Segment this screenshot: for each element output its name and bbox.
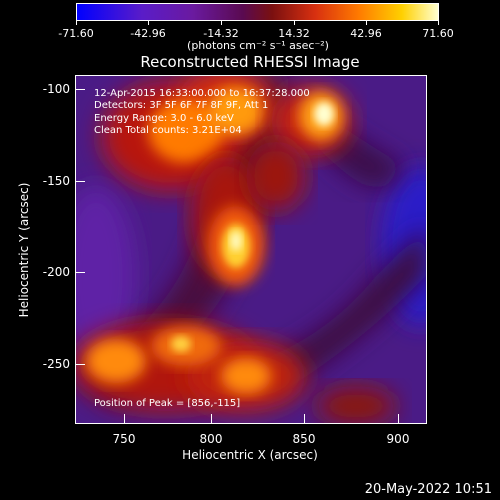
colorbar-label: 42.96 <box>350 27 382 40</box>
x-tick-label: 900 <box>386 432 410 446</box>
colorbar-tick <box>76 20 77 25</box>
x-tick-mark <box>211 414 212 424</box>
y-tick-mark <box>75 181 85 182</box>
colorbar-label: 71.60 <box>422 27 454 40</box>
y-axis-label: Heliocentric Y (arcsec) <box>17 182 31 318</box>
colorbar-tick <box>294 20 295 25</box>
y-tick-label: -150 <box>42 174 70 188</box>
peak-position-annotation: Position of Peak = [856,-115] <box>94 398 241 409</box>
x-tick-label: 750 <box>112 432 136 446</box>
x-tick-mark <box>304 414 305 424</box>
energy-range-annotation: Energy Range: 3.0 - 6.0 keV <box>94 113 234 124</box>
colorbar-label: 14.32 <box>278 27 310 40</box>
colorbar-tick <box>438 20 439 25</box>
x-tick-label: 850 <box>292 432 316 446</box>
y-tick-mark <box>75 272 85 273</box>
colorbar-tick <box>221 20 222 25</box>
x-tick-label: 800 <box>199 432 223 446</box>
x-tick-mark <box>124 414 125 424</box>
colorbar <box>76 3 439 21</box>
y-tick-label: -100 <box>42 82 70 96</box>
colorbar-tick <box>148 20 149 25</box>
colorbar-tick <box>366 20 367 25</box>
x-axis-label: Heliocentric X (arcsec) <box>182 448 318 462</box>
colorbar-units: (photons cm⁻² s⁻¹ asec⁻²) <box>187 39 329 52</box>
colorbar-label: -14.32 <box>203 27 239 40</box>
rhessi-image: 12-Apr-2015 16:33:00.000 to 16:37:28.000… <box>75 75 427 424</box>
y-tick-label: -250 <box>42 357 70 371</box>
solar-flare-map <box>76 76 426 423</box>
timestamp: 20-May-2022 10:51 <box>364 482 492 497</box>
plot-title: Reconstructed RHESSI Image <box>140 53 360 71</box>
colorbar-label: -71.60 <box>58 27 94 40</box>
x-tick-mark <box>398 414 399 424</box>
detectors-annotation: Detectors: 3F 5F 6F 7F 8F 9F, Att 1 <box>94 100 269 111</box>
colorbar-label: -42.96 <box>130 27 166 40</box>
y-tick-mark <box>75 89 85 90</box>
time-range-annotation: 12-Apr-2015 16:33:00.000 to 16:37:28.000 <box>94 88 310 99</box>
method-annotation: Clean Total counts: 3.21E+04 <box>94 125 242 136</box>
y-tick-mark <box>75 364 85 365</box>
y-tick-label: -200 <box>42 265 70 279</box>
